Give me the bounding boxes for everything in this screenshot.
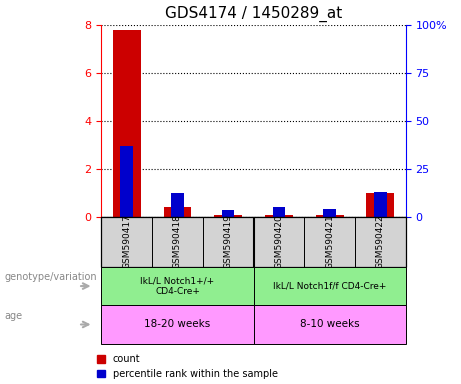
Text: age: age	[5, 311, 23, 321]
Text: GSM590418: GSM590418	[173, 215, 182, 269]
Text: GSM590419: GSM590419	[224, 215, 233, 269]
Text: GSM590422: GSM590422	[376, 215, 385, 269]
Bar	[164, 207, 191, 217]
Text: 8-10 weeks: 8-10 weeks	[300, 319, 360, 329]
Bar	[120, 146, 133, 217]
FancyBboxPatch shape	[152, 217, 203, 267]
Bar	[222, 210, 235, 217]
FancyBboxPatch shape	[203, 217, 254, 267]
Text: GSM590420: GSM590420	[274, 215, 284, 269]
Bar	[171, 193, 184, 217]
Text: genotype/variation: genotype/variation	[5, 272, 97, 282]
Text: GSM590421: GSM590421	[325, 215, 334, 269]
Text: GSM590417: GSM590417	[122, 215, 131, 269]
Bar	[323, 209, 336, 217]
Text: IkL/L Notch1+/+
CD4-Cre+: IkL/L Notch1+/+ CD4-Cre+	[141, 276, 214, 296]
Text: 18-20 weeks: 18-20 weeks	[144, 319, 211, 329]
Legend: count, percentile rank within the sample: count, percentile rank within the sample	[97, 354, 278, 379]
Bar	[272, 207, 285, 217]
Text: IkL/L Notch1f/f CD4-Cre+: IkL/L Notch1f/f CD4-Cre+	[273, 281, 386, 291]
FancyBboxPatch shape	[254, 305, 406, 344]
FancyBboxPatch shape	[304, 217, 355, 267]
FancyBboxPatch shape	[254, 267, 406, 305]
Bar	[265, 215, 293, 217]
FancyBboxPatch shape	[101, 217, 152, 267]
Title: GDS4174 / 1450289_at: GDS4174 / 1450289_at	[165, 6, 342, 22]
FancyBboxPatch shape	[355, 217, 406, 267]
FancyBboxPatch shape	[101, 267, 254, 305]
Bar	[366, 193, 394, 217]
Bar	[113, 30, 141, 217]
Bar	[374, 192, 387, 217]
Bar	[214, 215, 242, 217]
FancyBboxPatch shape	[101, 305, 254, 344]
FancyBboxPatch shape	[254, 217, 304, 267]
Bar	[316, 215, 343, 217]
